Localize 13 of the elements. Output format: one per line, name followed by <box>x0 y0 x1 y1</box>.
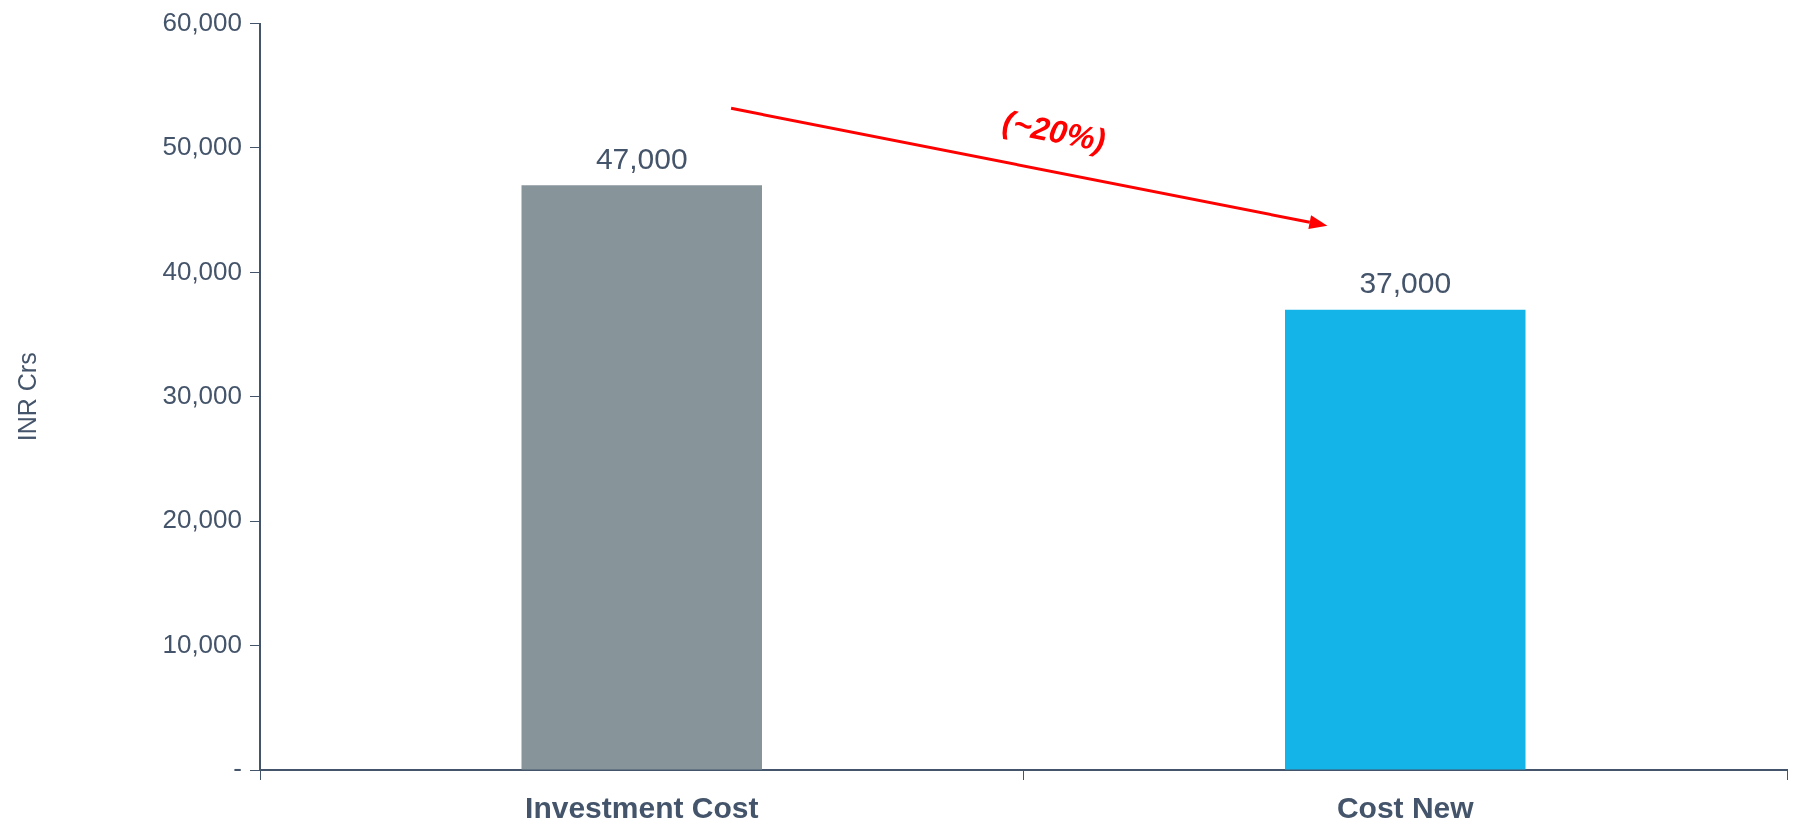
y-tick-label: 20,000 <box>162 504 242 535</box>
x-tick-label: Investment Cost <box>525 791 759 825</box>
annotation: (~20%) <box>999 102 1109 160</box>
data-label: 47,000 <box>595 141 688 175</box>
y-tick-label: 10,000 <box>162 628 242 659</box>
y-tick-label: - <box>233 753 242 784</box>
y-tick-label: 60,000 <box>162 6 242 37</box>
y-tick-label: 50,000 <box>162 131 242 162</box>
y-tick-label: 30,000 <box>162 379 242 410</box>
x-tick-label: Cost New <box>1336 791 1475 825</box>
y-tick-label: 40,000 <box>162 255 242 286</box>
y-axis-title: INR Crs <box>12 352 41 442</box>
data-label: 37,000 <box>1359 265 1452 299</box>
